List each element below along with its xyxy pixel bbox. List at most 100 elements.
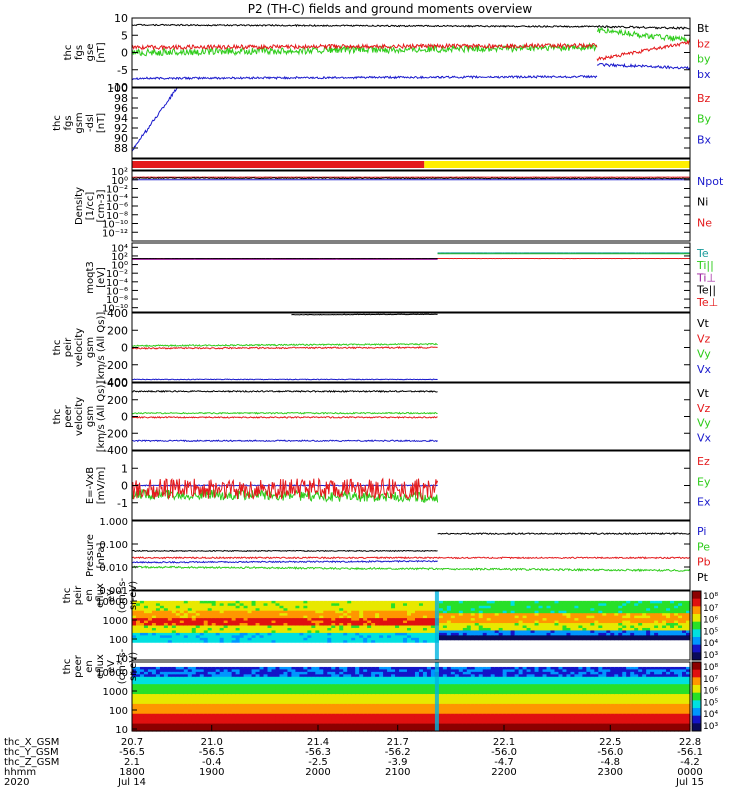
heatmap-cell bbox=[371, 605, 376, 609]
heatmap-cell bbox=[163, 591, 169, 595]
heatmap-cell bbox=[570, 603, 576, 607]
heatmap-cell bbox=[139, 620, 145, 624]
heatmap-cell bbox=[323, 595, 328, 599]
heatmap-cell bbox=[175, 613, 181, 617]
heatmap-cell bbox=[438, 645, 444, 649]
heatmap-cell bbox=[498, 642, 504, 646]
heatmap-cell bbox=[630, 618, 635, 622]
heatmap-cell bbox=[598, 613, 603, 617]
heatmap-cell bbox=[554, 635, 560, 639]
heatmap-cell bbox=[426, 635, 432, 639]
heatmap-cell bbox=[303, 642, 308, 646]
heatmap-cell bbox=[375, 652, 380, 656]
heatmap-cell bbox=[135, 684, 141, 688]
heatmap-cell bbox=[187, 723, 193, 727]
heatmap-cell bbox=[219, 716, 225, 720]
heatmap-cell bbox=[363, 635, 368, 639]
heatmap-cell bbox=[399, 610, 404, 614]
heatmap-cell bbox=[235, 666, 241, 670]
heatmap-cell bbox=[132, 716, 137, 720]
heatmap-cell bbox=[183, 652, 189, 656]
heatmap-cell bbox=[590, 608, 595, 612]
heatmap-cell bbox=[379, 593, 384, 597]
heatmap-cell bbox=[171, 647, 177, 651]
heatmap-cell bbox=[291, 608, 297, 612]
heatmap-cell bbox=[442, 635, 448, 639]
heatmap-cell bbox=[470, 608, 476, 612]
heatmap-cell bbox=[231, 666, 237, 670]
heatmap-cell bbox=[279, 603, 285, 607]
heatmap-cell bbox=[187, 694, 193, 698]
heatmap-cell bbox=[446, 591, 452, 595]
heatmap-cell bbox=[139, 723, 145, 727]
heatmap-cell bbox=[275, 608, 281, 612]
heatmap-cell bbox=[395, 635, 400, 639]
heatmap-cell bbox=[207, 711, 213, 715]
heatmap-cell bbox=[167, 689, 173, 693]
heatmap-cell bbox=[323, 615, 328, 619]
heatmap-cell bbox=[175, 723, 181, 727]
heatmap-cell bbox=[466, 637, 472, 641]
heatmap-cell bbox=[183, 696, 189, 700]
heatmap-cell bbox=[650, 613, 655, 617]
heatmap-cell bbox=[403, 635, 408, 639]
heatmap-cell bbox=[618, 615, 623, 619]
heatmap-cell bbox=[510, 645, 516, 649]
heatmap-cell bbox=[542, 598, 548, 602]
heatmap-cell bbox=[311, 627, 316, 632]
heatmap-cell bbox=[526, 645, 532, 649]
legend-Ez: Ez bbox=[697, 455, 710, 468]
heatmap-cell bbox=[383, 613, 388, 617]
heatmap-cell bbox=[403, 647, 408, 651]
heatmap-cell bbox=[598, 657, 603, 661]
heatmap-cell bbox=[299, 591, 304, 595]
heatmap-cell bbox=[534, 591, 540, 595]
heatmap-cell bbox=[187, 664, 193, 668]
heatmap-cell bbox=[307, 600, 312, 604]
heatmap-cell bbox=[446, 600, 452, 604]
heatmap-cell bbox=[223, 595, 229, 599]
heatmap-cell bbox=[367, 598, 372, 602]
heatmap-cell bbox=[482, 637, 488, 641]
heatmap-cell bbox=[578, 605, 583, 609]
heatmap-cell bbox=[562, 623, 568, 627]
heatmap-cell bbox=[231, 627, 237, 632]
heatmap-cell bbox=[235, 684, 241, 688]
heatmap-cell bbox=[626, 642, 631, 646]
heatmap-cell bbox=[454, 630, 460, 634]
heatmap-cell bbox=[139, 608, 145, 612]
heatmap-cell bbox=[407, 608, 412, 612]
series-line-bz bbox=[596, 39, 690, 62]
heatmap-cell bbox=[662, 613, 667, 617]
heatmap-cell bbox=[650, 591, 655, 595]
heatmap-cell bbox=[191, 662, 197, 666]
heatmap-cell bbox=[227, 721, 233, 725]
heatmap-cell bbox=[239, 642, 245, 646]
heatmap-cell bbox=[486, 623, 492, 627]
heatmap-cell bbox=[662, 657, 667, 661]
heatmap-cell bbox=[422, 627, 428, 632]
colorbar-frame bbox=[691, 590, 702, 661]
heatmap-cell bbox=[147, 676, 153, 680]
heatmap-cell bbox=[654, 600, 659, 604]
heatmap-cell bbox=[191, 689, 197, 693]
heatmap-cell bbox=[279, 647, 285, 651]
heatmap-cell bbox=[227, 615, 233, 619]
heatmap-cell bbox=[418, 600, 424, 604]
heatmap-cell bbox=[255, 618, 261, 622]
heatmap-cell bbox=[323, 613, 328, 617]
heatmap-cell bbox=[231, 593, 237, 597]
heatmap-cell bbox=[359, 618, 364, 622]
heatmap-cell bbox=[139, 728, 145, 732]
heatmap-cell bbox=[526, 608, 532, 612]
heatmap-cell bbox=[570, 623, 576, 627]
heatmap-cell bbox=[211, 674, 217, 678]
heatmap-cell bbox=[347, 655, 352, 659]
heatmap-cell bbox=[143, 684, 149, 688]
heatmap-cell bbox=[486, 640, 492, 644]
heatmap-cell bbox=[395, 610, 400, 614]
heatmap-cell bbox=[307, 652, 312, 656]
heatmap-cell bbox=[331, 623, 336, 627]
heatmap-cell bbox=[251, 598, 257, 602]
heatmap-cell bbox=[287, 623, 293, 627]
